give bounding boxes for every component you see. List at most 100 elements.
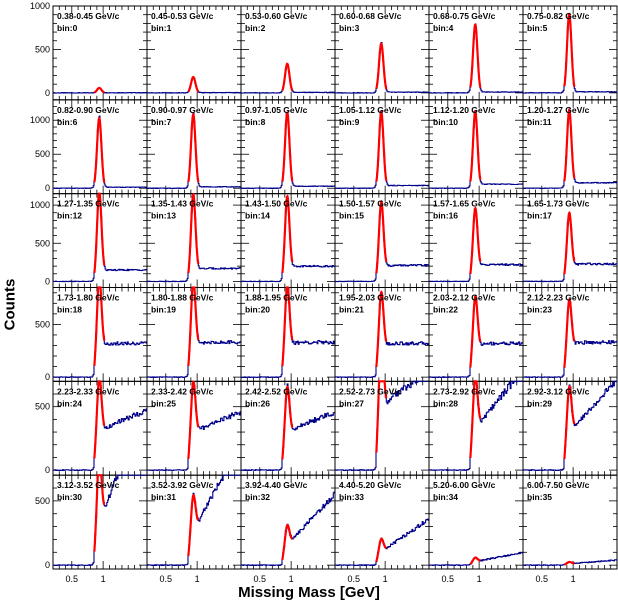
panel-momentum-label: 1.43-1.50 GeV/c — [245, 199, 308, 209]
fit-curve — [375, 537, 387, 562]
fit-curve — [93, 474, 106, 552]
panel-bin-label: bin:4 — [433, 23, 454, 33]
panel-momentum-label: 0.45-0.53 GeV/c — [151, 11, 214, 21]
x-tick-label: 0.5 — [66, 574, 79, 584]
y-tick-label: 0 — [45, 88, 50, 98]
panel-momentum-label: 1.35-1.43 GeV/c — [151, 199, 214, 209]
panel-momentum-label: 2.92-3.12 GeV/c — [527, 386, 590, 396]
x-tick-label: 0.5 — [160, 574, 173, 584]
y-tick-label: 1000 — [30, 115, 50, 125]
panel-momentum-label: 1.57-1.65 GeV/c — [433, 199, 496, 209]
y-tick-label: 0 — [45, 372, 50, 382]
fit-curve — [93, 380, 106, 459]
panel-momentum-label: 2.03-2.12 GeV/c — [433, 293, 496, 303]
panel-momentum-label: 0.97-1.05 GeV/c — [245, 105, 308, 115]
panel-bin-label: bin:16 — [433, 211, 458, 221]
panel-momentum-label: 1.65-1.73 GeV/c — [527, 199, 590, 209]
panel-bin-label: bin:5 — [527, 23, 548, 33]
panel-bin-label: bin:19 — [151, 305, 176, 315]
fit-curve — [375, 380, 388, 453]
y-tick-label: 500 — [35, 238, 50, 248]
x-tick-label: 1 — [195, 574, 200, 584]
fit-curve — [281, 385, 294, 460]
fit-curve — [93, 286, 106, 366]
panel-bin-label: bin:20 — [245, 305, 270, 315]
x-tick-label: 1 — [101, 574, 106, 584]
y-tick-label: 1000 — [30, 200, 50, 210]
panel-momentum-label: 1.73-1.80 GeV/c — [57, 293, 120, 303]
y-tick-label: 0 — [45, 183, 50, 193]
x-tick-label: 1 — [289, 574, 294, 584]
x-tick-label: 0.5 — [348, 574, 361, 584]
x-tick-label: 0.5 — [536, 574, 549, 584]
histogram-data — [53, 474, 147, 567]
fit-curve — [93, 117, 106, 184]
panel-momentum-label: 1.20-1.27 GeV/c — [527, 105, 590, 115]
fit-curve — [187, 286, 200, 367]
panel-bin-label: bin:28 — [433, 398, 458, 408]
x-tick-label: 0.5 — [442, 574, 455, 584]
fit-curve — [187, 494, 200, 557]
panel-bin-label: bin:1 — [151, 23, 172, 33]
y-tick-label: 0 — [45, 560, 50, 570]
panel-momentum-label: 0.38-0.45 GeV/c — [57, 11, 120, 21]
fit-curve — [563, 210, 576, 275]
panel-bin-label: bin:32 — [245, 492, 270, 502]
panel-bin-label: bin:29 — [527, 398, 552, 408]
panel-momentum-label: 1.88-1.95 GeV/c — [245, 293, 308, 303]
panel-bin-label: bin:21 — [339, 305, 364, 315]
panel-momentum-label: 2.42-2.52 GeV/c — [245, 386, 308, 396]
panel-bin-label: bin:0 — [57, 23, 78, 33]
y-tick-label: 500 — [35, 319, 50, 329]
fit-curve — [469, 380, 482, 458]
panel-momentum-label: 0.60-0.68 GeV/c — [339, 11, 402, 21]
x-tick-label: 1 — [571, 574, 576, 584]
panel-bin-label: bin:24 — [57, 398, 82, 408]
fit-curve — [563, 12, 576, 88]
panel-momentum-label: 1.95-2.03 GeV/c — [339, 293, 402, 303]
panel-momentum-label: 1.80-1.88 GeV/c — [151, 293, 214, 303]
panel-bin-label: bin:34 — [433, 492, 458, 502]
panel-bin-label: bin:23 — [527, 305, 552, 315]
panel-bin-label: bin:22 — [433, 305, 458, 315]
panel-momentum-label: 0.82-0.90 GeV/c — [57, 105, 120, 115]
panel-momentum-label: 6.00-7.50 GeV/c — [527, 480, 590, 490]
panel-momentum-label: 2.73-2.92 GeV/c — [433, 386, 496, 396]
panel-bin-label: bin:8 — [245, 117, 266, 127]
panel-momentum-label: 1.50-1.57 GeV/c — [339, 199, 402, 209]
y-tick-label: 1000 — [30, 1, 50, 11]
panel-bin-label: bin:9 — [339, 117, 360, 127]
panel-frame — [522, 474, 618, 570]
panel-bin-label: bin:33 — [339, 492, 364, 502]
fit-curve — [563, 298, 576, 368]
panel-bin-label: bin:25 — [151, 398, 176, 408]
panel-momentum-label: 3.92-4.40 GeV/c — [245, 480, 308, 490]
panel-bin-label: bin:18 — [57, 305, 82, 315]
panel-momentum-label: 1.05-1.12 GeV/c — [339, 105, 402, 115]
histogram-data — [335, 518, 429, 567]
panel-momentum-label: 1.27-1.35 GeV/c — [57, 199, 120, 209]
fit-curve — [375, 199, 388, 274]
fit-curve — [469, 23, 482, 88]
histogram-data — [335, 42, 429, 94]
y-tick-label: 0 — [45, 465, 50, 475]
fit-curve — [469, 110, 482, 182]
panel-bin-label: bin:13 — [151, 211, 176, 221]
fit-curve — [375, 290, 388, 368]
x-axis-label: Missing Mass [GeV] — [238, 584, 380, 601]
fit-curve — [563, 560, 575, 566]
fit-curve — [187, 192, 200, 274]
panel-momentum-label: 0.90-0.97 GeV/c — [151, 105, 214, 115]
panel-bin-label: bin:35 — [527, 492, 552, 502]
y-tick-label: 500 — [35, 496, 50, 506]
x-tick-label: 1 — [383, 574, 388, 584]
fit-curve — [469, 556, 481, 565]
panel-bin-label: bin:14 — [245, 211, 270, 221]
fit-curve — [563, 385, 576, 460]
y-tick-label: 500 — [35, 44, 50, 54]
fit-curve — [375, 110, 388, 182]
y-tick-label: 0 — [45, 276, 50, 286]
panel-momentum-label: 2.52-2.73 GeV/c — [339, 386, 402, 396]
panel-bin-label: bin:17 — [527, 211, 552, 221]
fit-curve — [281, 111, 294, 182]
